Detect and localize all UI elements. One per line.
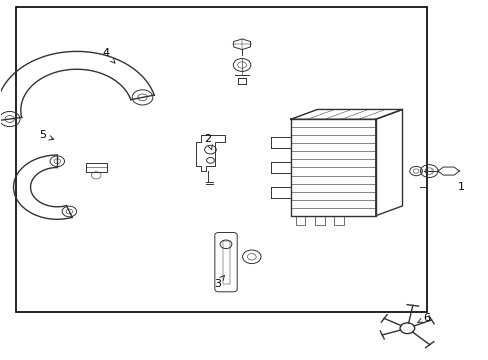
Bar <box>334 216 344 225</box>
Bar <box>16 7 426 312</box>
Text: 1: 1 <box>456 182 464 192</box>
Bar <box>85 163 107 172</box>
Text: 3: 3 <box>214 275 224 289</box>
Text: 5: 5 <box>39 130 54 140</box>
Bar <box>314 216 324 225</box>
Bar <box>222 241 230 284</box>
Text: 6: 6 <box>417 312 429 323</box>
FancyBboxPatch shape <box>214 233 237 292</box>
Text: 2: 2 <box>204 134 212 150</box>
Bar <box>295 216 305 225</box>
Text: 4: 4 <box>102 48 115 63</box>
